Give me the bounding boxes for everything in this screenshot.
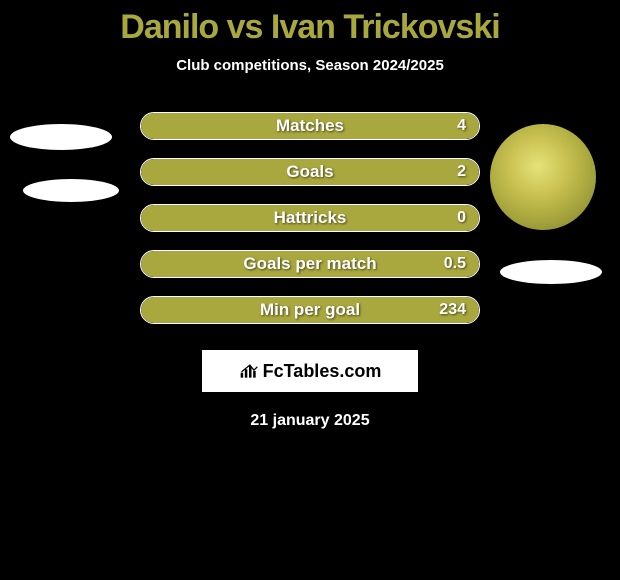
stat-value: 2 bbox=[457, 158, 466, 186]
stat-label: Matches bbox=[140, 112, 480, 140]
stat-value: 4 bbox=[457, 112, 466, 140]
stat-row: Matches4 bbox=[140, 112, 480, 140]
stat-row: Hattricks0 bbox=[140, 204, 480, 232]
stat-label: Hattricks bbox=[140, 204, 480, 232]
stat-value: 0.5 bbox=[444, 250, 466, 278]
stats-bars: Matches4Goals2Hattricks0Goals per match0… bbox=[140, 112, 480, 324]
stat-value: 0 bbox=[457, 204, 466, 232]
chart-icon bbox=[239, 362, 259, 380]
stat-row: Min per goal234 bbox=[140, 296, 480, 324]
stat-label: Goals per match bbox=[140, 250, 480, 278]
stat-value: 234 bbox=[439, 296, 466, 324]
decorative-ellipse bbox=[10, 124, 112, 150]
stat-label: Goals bbox=[140, 158, 480, 186]
stat-row: Goals2 bbox=[140, 158, 480, 186]
decorative-ellipse bbox=[23, 179, 119, 202]
watermark-text: FcTables.com bbox=[263, 361, 382, 382]
watermark-badge: FcTables.com bbox=[202, 350, 418, 392]
player-avatar-right bbox=[490, 124, 596, 230]
decorative-ellipse bbox=[500, 260, 602, 284]
page-subtitle: Club competitions, Season 2024/2025 bbox=[176, 57, 444, 74]
stat-label: Min per goal bbox=[140, 296, 480, 324]
date-label: 21 january 2025 bbox=[250, 412, 369, 430]
stat-row: Goals per match0.5 bbox=[140, 250, 480, 278]
page-title: Danilo vs Ivan Trickovski bbox=[120, 8, 499, 47]
